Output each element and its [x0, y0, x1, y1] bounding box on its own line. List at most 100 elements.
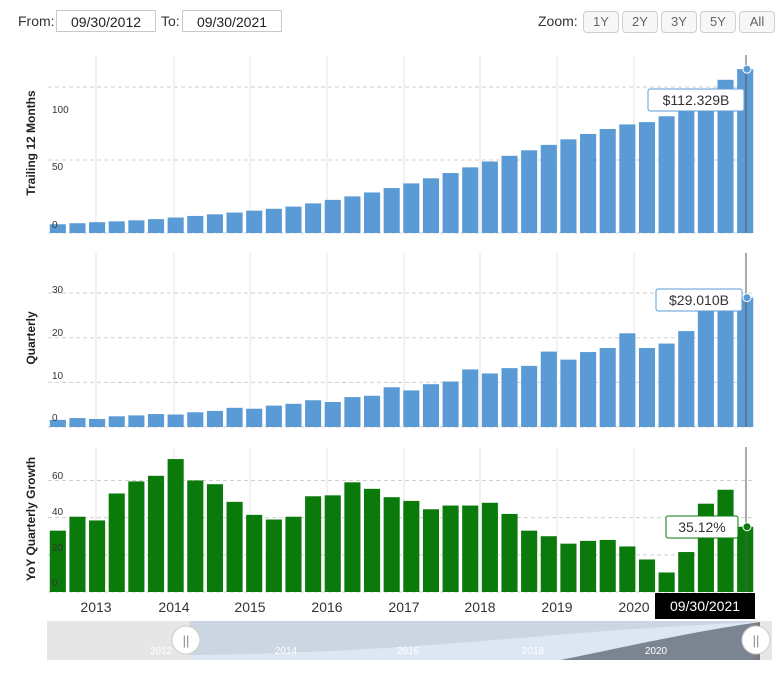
bar[interactable] [344, 196, 361, 233]
bar[interactable] [403, 390, 420, 427]
navigator-right-handle[interactable] [741, 625, 771, 655]
bar[interactable] [521, 530, 538, 592]
bar[interactable] [305, 496, 322, 592]
zoom-1y-button[interactable]: 1Y [583, 11, 619, 33]
bar[interactable] [442, 505, 459, 592]
bar[interactable] [383, 387, 400, 427]
bar[interactable] [501, 513, 518, 592]
bar[interactable] [89, 418, 106, 427]
bar[interactable] [108, 416, 125, 427]
bar[interactable] [501, 155, 518, 233]
bar[interactable] [540, 351, 557, 427]
bar[interactable] [324, 199, 341, 233]
bar[interactable] [305, 400, 322, 427]
bar[interactable] [49, 530, 66, 592]
bar[interactable] [619, 546, 636, 592]
zoom-2y-button[interactable]: 2Y [622, 11, 658, 33]
to-date-input[interactable]: 09/30/2021 [182, 10, 282, 32]
bar[interactable] [128, 481, 145, 592]
bar[interactable] [422, 178, 440, 233]
navigator-selection[interactable] [190, 621, 756, 660]
navigator-left-handle[interactable] [171, 625, 201, 655]
bar[interactable] [678, 552, 695, 592]
bar[interactable] [363, 488, 381, 592]
bar[interactable] [363, 192, 381, 233]
bar[interactable] [324, 402, 341, 427]
bar[interactable] [442, 173, 459, 233]
bar[interactable] [108, 221, 125, 233]
bar[interactable] [678, 104, 695, 233]
bar[interactable] [246, 408, 263, 427]
bar[interactable] [324, 495, 341, 592]
bar[interactable] [265, 405, 282, 427]
bar[interactable] [147, 475, 165, 592]
bar[interactable] [462, 167, 479, 233]
bar[interactable] [638, 122, 656, 233]
bar[interactable] [344, 397, 361, 427]
bar[interactable] [187, 412, 204, 427]
zoom-all-button[interactable]: All [739, 11, 775, 33]
bar[interactable] [69, 516, 86, 592]
from-date-input[interactable]: 09/30/2012 [56, 10, 156, 32]
bar[interactable] [167, 459, 184, 592]
bar[interactable] [540, 536, 557, 592]
bar[interactable] [462, 369, 479, 427]
bar[interactable] [69, 418, 86, 427]
bar[interactable] [658, 116, 675, 233]
bar[interactable] [697, 301, 714, 427]
bar[interactable] [422, 384, 440, 427]
bar[interactable] [226, 212, 243, 233]
bar[interactable] [481, 373, 498, 427]
bar[interactable] [560, 359, 577, 427]
bar[interactable] [305, 203, 322, 233]
bar[interactable] [737, 297, 754, 427]
bar[interactable] [403, 500, 420, 592]
bar[interactable] [560, 543, 577, 592]
bar[interactable] [128, 220, 145, 233]
bar[interactable] [638, 559, 656, 592]
bar[interactable] [540, 144, 557, 233]
bar[interactable] [108, 493, 125, 592]
bar[interactable] [717, 79, 734, 233]
bar[interactable] [167, 217, 184, 233]
bar[interactable] [501, 368, 518, 427]
bar[interactable] [658, 343, 675, 427]
bar[interactable] [89, 222, 106, 233]
bar[interactable] [147, 414, 165, 427]
zoom-5y-button[interactable]: 5Y [700, 11, 736, 33]
bar[interactable] [383, 188, 400, 233]
bar[interactable] [737, 526, 754, 592]
zoom-3y-button[interactable]: 3Y [661, 11, 697, 33]
bar[interactable] [363, 395, 381, 427]
bar[interactable] [285, 403, 302, 427]
bar[interactable] [697, 91, 714, 234]
bar[interactable] [560, 139, 577, 233]
bar[interactable] [619, 333, 636, 427]
bar[interactable] [383, 497, 400, 592]
bar[interactable] [521, 365, 538, 427]
bar[interactable] [481, 502, 498, 592]
bar[interactable] [246, 210, 263, 233]
bar[interactable] [89, 520, 106, 592]
bar[interactable] [265, 519, 282, 593]
bar[interactable] [717, 310, 734, 427]
bar[interactable] [442, 381, 459, 427]
bar[interactable] [462, 505, 479, 592]
bar[interactable] [167, 414, 184, 427]
bar[interactable] [265, 208, 282, 233]
bar[interactable] [226, 501, 243, 592]
bar[interactable] [580, 540, 597, 592]
bar[interactable] [580, 352, 597, 427]
bar[interactable] [226, 407, 243, 427]
bar[interactable] [481, 161, 498, 233]
bar[interactable] [403, 183, 420, 233]
bar[interactable] [206, 214, 223, 233]
bar[interactable] [422, 509, 440, 592]
bar[interactable] [206, 484, 223, 592]
bar[interactable] [678, 331, 695, 427]
bar[interactable] [187, 215, 204, 233]
bar[interactable] [206, 410, 223, 427]
bar[interactable] [147, 219, 165, 233]
bar[interactable] [246, 514, 263, 592]
